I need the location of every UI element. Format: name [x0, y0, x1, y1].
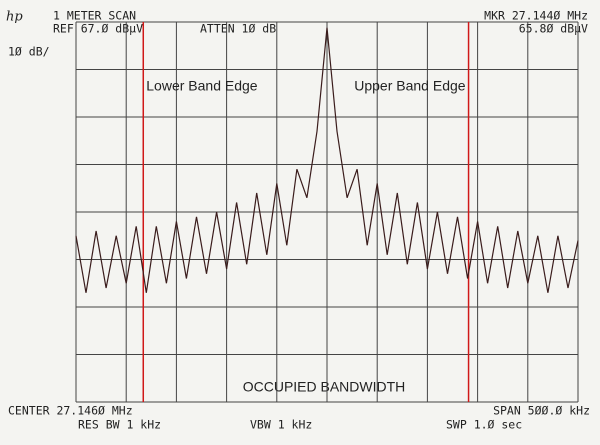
trace [75, 27, 579, 293]
marker-level: 65.8Ø dBµV [519, 22, 588, 36]
band-edge-label: Upper Band Edge [354, 78, 466, 94]
sweep-time: SWP 1.Ø sec [446, 418, 522, 432]
span: SPAN 5ØØ.Ø kHz [493, 404, 590, 418]
logo: hp [6, 10, 23, 25]
marker-frequency: MKR 27.144Ø MHz [484, 9, 588, 23]
ref-level: REF 67.Ø dBµV [53, 22, 143, 36]
resolution-bandwidth: RES BW 1 kHz [78, 418, 161, 432]
attenuation: ATTEN 1Ø dB [200, 22, 276, 36]
band-edge-label: Lower Band Edge [146, 78, 258, 94]
center-frequency: CENTER 27.146Ø MHz [8, 404, 133, 418]
scale: 1Ø dB/ [8, 45, 50, 59]
mode: 1 METER SCAN [53, 9, 136, 23]
video-bandwidth: VBW 1 kHz [250, 418, 312, 432]
annotation: OCCUPIED BANDWIDTH [243, 379, 406, 395]
